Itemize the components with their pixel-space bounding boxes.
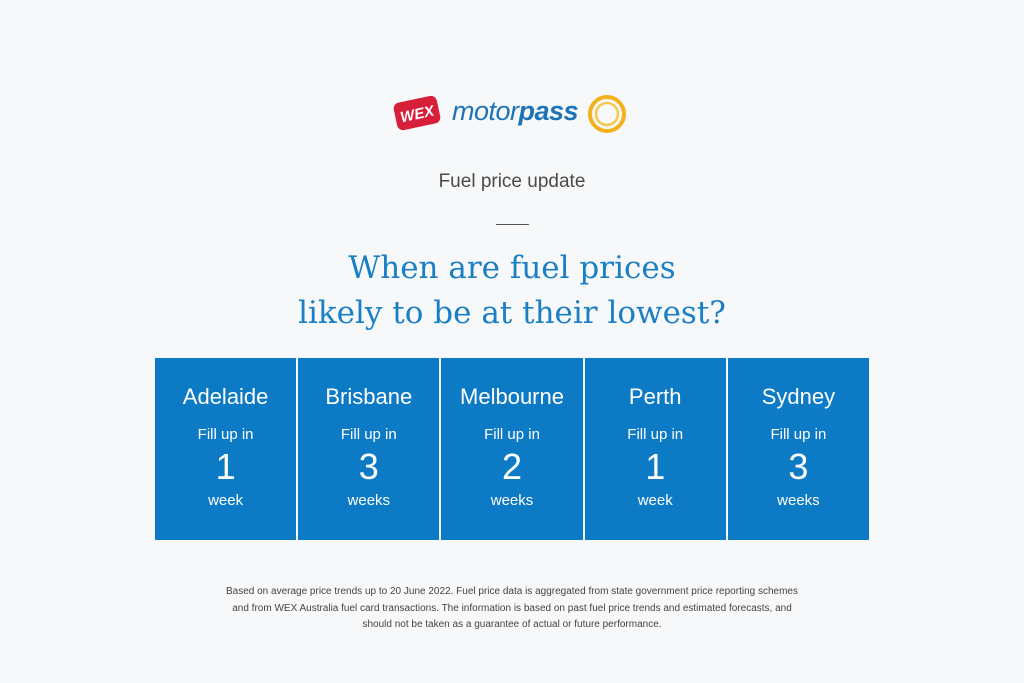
weeks-number: 3 <box>788 446 809 487</box>
weeks-unit: weeks <box>347 492 391 509</box>
wex-motorpass-logo: WEX motorpass <box>390 92 630 138</box>
headline-line-2: likely to be at their lowest? <box>298 295 726 331</box>
weeks-unit: week <box>637 492 673 509</box>
fill-up-label: Fill up in <box>340 426 397 443</box>
headline-line-1: When are fuel prices <box>348 250 676 286</box>
city-name: Sydney <box>761 384 836 409</box>
fill-up-label: Fill up in <box>770 426 827 443</box>
city-name: Adelaide <box>182 384 269 409</box>
weeks-number: 1 <box>645 446 666 487</box>
disclaimer: Based on average price trends up to 20 J… <box>225 586 798 630</box>
city-card-perth: Perth Fill up in 1 week <box>584 358 726 540</box>
weeks-unit: week <box>208 492 244 509</box>
city-card-brisbane: Brisbane Fill up in 3 weeks <box>298 358 440 540</box>
fill-up-label: Fill up in <box>484 426 540 443</box>
weeks-number: 3 <box>358 446 379 487</box>
motorpass-word-pass: pass <box>518 96 579 126</box>
subtitle: Fuel price update <box>438 171 586 192</box>
wex-logo-text: WEX <box>399 102 437 126</box>
city-card-adelaide: Adelaide Fill up in 1 week <box>155 358 297 540</box>
fill-up-label: Fill up in <box>627 426 684 443</box>
weeks-number: 2 <box>501 446 523 487</box>
sun-ring-icon <box>588 95 626 133</box>
headline: When are fuel prices likely to be at the… <box>0 246 1024 336</box>
city-name: Perth <box>628 384 682 409</box>
motorpass-word-motor: motor <box>452 96 519 126</box>
city-cards: Adelaide Fill up in 1 week Brisbane Fill… <box>155 358 870 540</box>
weeks-number: 1 <box>215 446 236 487</box>
city-name: Melbourne <box>460 384 564 409</box>
city-name: Brisbane <box>325 384 413 409</box>
city-card-sydney: Sydney Fill up in 3 weeks <box>727 358 870 540</box>
motorpass-wordmark: motorpass <box>452 96 579 127</box>
weeks-unit: weeks <box>777 492 820 509</box>
wex-logo-badge: WEX <box>393 95 441 131</box>
city-card-melbourne: Melbourne Fill up in 2 weeks <box>441 358 583 540</box>
fill-up-label: Fill up in <box>197 426 254 443</box>
divider <box>496 224 529 225</box>
weeks-unit: weeks <box>490 492 534 509</box>
